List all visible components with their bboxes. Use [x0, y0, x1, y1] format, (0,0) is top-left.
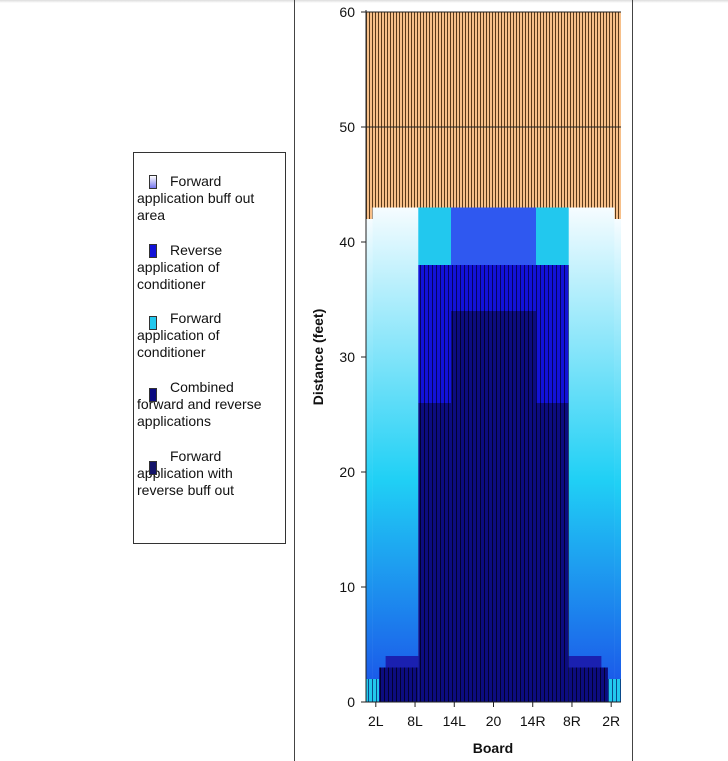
y-tick-label: 30 [339, 349, 355, 365]
lane-regions [366, 12, 621, 702]
combined-center [451, 311, 536, 403]
forward-conditioner-left [418, 207, 451, 265]
legend-label: Reverse application of conditioner [137, 242, 223, 292]
forward-buff-out-right-edge [614, 219, 621, 702]
legend-label: Combined forward and reverse application… [137, 379, 262, 429]
legend-swatch [149, 316, 157, 330]
dry-lane-region [366, 12, 621, 208]
forward-conditioner-edge-right [607, 679, 621, 702]
legend-swatch [149, 244, 157, 258]
gridlines [366, 11, 621, 128]
x-tick-label: 20 [486, 713, 502, 729]
legend-label: Forward application of conditioner [137, 310, 222, 360]
x-axis-ticks: 2L 8L 14L 20 14R 8R 2R [368, 702, 620, 729]
chart-legend: Forward application buff out area Revers… [133, 152, 286, 544]
combined-inner [418, 403, 569, 702]
y-tick-label: 60 [339, 4, 355, 20]
legend-swatch [149, 388, 157, 402]
x-tick-label: 2L [368, 713, 384, 729]
forward-buff-out-right [568, 207, 615, 702]
x-tick-label: 8L [407, 713, 423, 729]
combined-left-step [385, 656, 419, 668]
x-tick-label: 2R [602, 713, 620, 729]
legend-item-forward-buff-out: Forward application buff out area [137, 173, 282, 224]
left-page-border [294, 0, 295, 761]
legend-swatch [149, 461, 157, 475]
legend-item-combined: Combined forward and reverse application… [137, 379, 282, 430]
legend-swatch [149, 175, 157, 189]
legend-label: Forward application with reverse buff ou… [137, 448, 235, 498]
x-tick-label: 14L [443, 713, 467, 729]
x-tick-label: 14R [520, 713, 546, 729]
legend-item-forward-conditioner: Forward application of conditioner [137, 310, 282, 361]
y-tick-label: 0 [347, 694, 355, 710]
legend-item-reverse-conditioner: Reverse application of conditioner [137, 242, 282, 293]
dry-lane-edge-left [366, 207, 373, 219]
combined-right-step [568, 656, 602, 668]
right-page-border [632, 0, 633, 761]
forward-buff-out-left [372, 207, 419, 702]
y-tick-label: 40 [339, 234, 355, 250]
combined-left [379, 667, 419, 702]
forward-buff-out-left-edge [366, 219, 373, 702]
x-axis-title: Board [473, 740, 513, 756]
top-page-edge [0, 0, 728, 3]
y-tick-label: 50 [339, 119, 355, 135]
x-tick-label: 8R [563, 713, 581, 729]
dry-lane-edge-right [614, 207, 621, 219]
y-tick-label: 20 [339, 464, 355, 480]
forward-conditioner-edge-left [366, 679, 380, 702]
y-axis-ticks: 0 10 20 30 40 50 60 [339, 4, 366, 710]
legend-item-forward-reverse-buff: Forward application with reverse buff ou… [137, 448, 282, 499]
y-axis-title: Distance (feet) [310, 309, 326, 405]
y-tick-label: 10 [339, 579, 355, 595]
forward-conditioner-right [536, 207, 569, 265]
legend-label: Forward application buff out area [137, 173, 255, 223]
combined-right [568, 667, 608, 702]
